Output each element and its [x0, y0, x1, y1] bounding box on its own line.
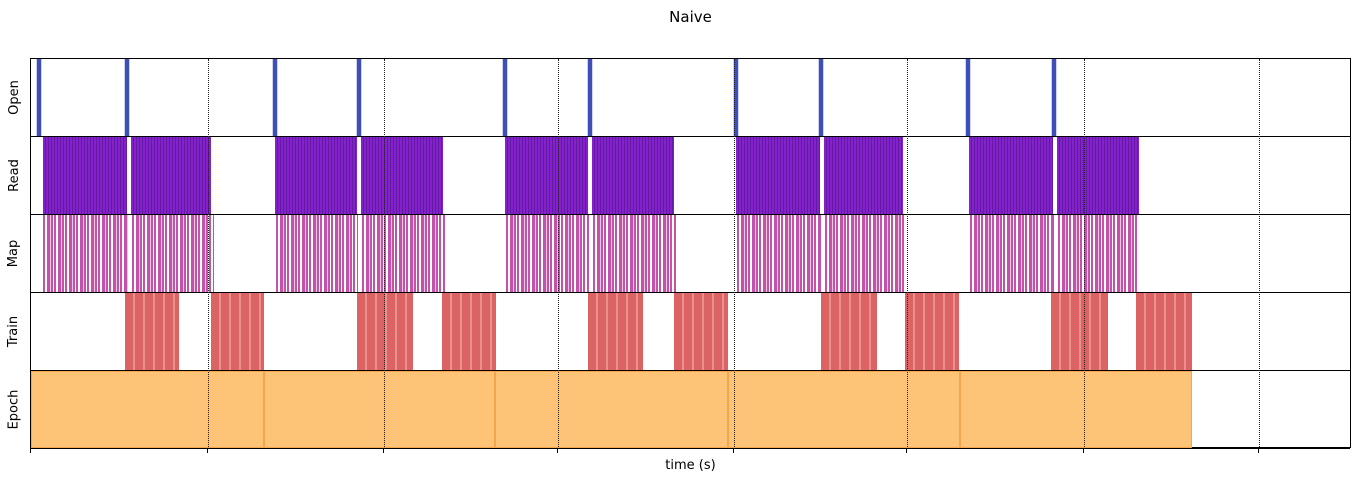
x-axis-tick: [383, 448, 384, 453]
map-interval: [593, 215, 676, 292]
open-event: [357, 59, 361, 136]
track-open: [31, 59, 1350, 137]
track-epoch: [31, 371, 1350, 449]
epoch-interval: [264, 371, 495, 448]
x-axis-tick: [733, 448, 734, 453]
row-label-read: Read: [6, 158, 22, 192]
epoch-interval: [960, 371, 1192, 448]
train-interval: [588, 293, 643, 370]
row-label-train: Train: [6, 315, 22, 347]
map-interval: [506, 215, 589, 292]
read-interval: [736, 137, 820, 214]
open-event: [819, 59, 823, 136]
read-interval: [131, 137, 211, 214]
open-event: [734, 59, 738, 136]
epoch-interval: [728, 371, 960, 448]
track-map: [31, 215, 1350, 293]
open-event: [966, 59, 970, 136]
plot-area: [30, 58, 1351, 449]
row-label-map: Map: [6, 239, 22, 267]
train-interval: [821, 293, 877, 370]
train-interval: [1051, 293, 1108, 370]
map-interval: [737, 215, 821, 292]
row-label-open: Open: [6, 79, 22, 115]
train-interval: [125, 293, 179, 370]
read-interval: [1057, 137, 1139, 214]
map-interval: [276, 215, 358, 292]
read-interval: [43, 137, 127, 214]
train-interval: [442, 293, 496, 370]
read-interval: [361, 137, 443, 214]
read-interval: [969, 137, 1053, 214]
train-interval: [674, 293, 728, 370]
row-label-epoch: Epoch: [6, 389, 22, 429]
x-axis-tick: [557, 448, 558, 453]
x-axis-label: time (s): [665, 458, 716, 473]
read-interval: [275, 137, 357, 214]
open-event: [1052, 59, 1056, 136]
x-axis-tick: [1083, 448, 1084, 453]
x-axis-tick: [1258, 448, 1259, 453]
track-train: [31, 293, 1350, 371]
open-event: [37, 59, 41, 136]
open-event: [125, 59, 129, 136]
train-interval: [211, 293, 264, 370]
x-axis-tick: [30, 448, 31, 453]
epoch-interval: [495, 371, 728, 448]
map-interval: [970, 215, 1054, 292]
map-interval: [43, 215, 128, 292]
map-interval: [1058, 215, 1137, 292]
read-interval: [592, 137, 674, 214]
open-event: [503, 59, 507, 136]
track-read: [31, 137, 1350, 215]
x-axis-tick: [207, 448, 208, 453]
train-interval: [357, 293, 413, 370]
map-interval: [362, 215, 445, 292]
map-interval: [825, 215, 905, 292]
epoch-interval: [31, 371, 264, 448]
map-interval: [132, 215, 214, 292]
train-interval: [905, 293, 959, 370]
open-event: [588, 59, 592, 136]
read-interval: [505, 137, 588, 214]
open-event: [273, 59, 277, 136]
read-interval: [824, 137, 903, 214]
x-axis-tick: [906, 448, 907, 453]
train-interval: [1136, 293, 1192, 370]
chart-title: Naive: [669, 8, 712, 26]
